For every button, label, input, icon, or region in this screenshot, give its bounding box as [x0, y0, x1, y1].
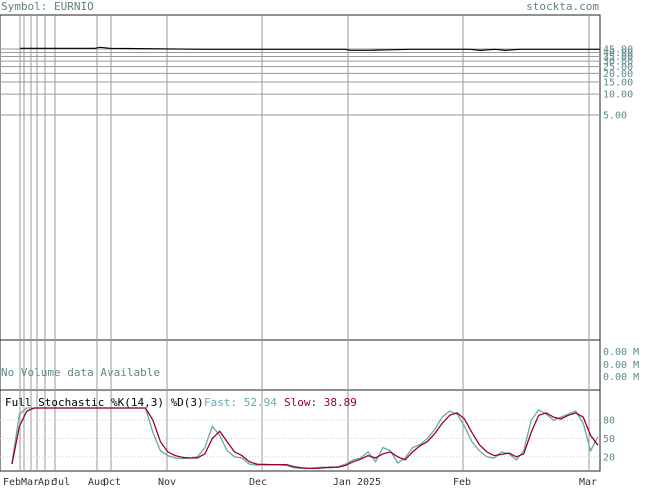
stoch-panel [0, 389, 601, 472]
brand-link[interactable]: stockta.com [526, 0, 599, 13]
price-tick-label: 45.00 [603, 45, 633, 56]
stoch-axis-labels: 80 50 20 [603, 416, 615, 464]
price-tick-label: 35.00 [603, 52, 633, 63]
stoch-tick-label: 20 [603, 452, 615, 463]
x-axis-label: Apr [38, 477, 56, 486]
stoch-tick-label: 50 [603, 434, 615, 445]
no-volume-message: No Volume data Available [1, 366, 160, 379]
price-tick-label: 30.00 [603, 57, 633, 68]
fast-label: Fast: 52.94 [204, 396, 277, 409]
stoch-gridlines [0, 419, 600, 458]
x-axis-label: Nov [158, 477, 176, 486]
x-axis-label: Jul [52, 477, 70, 486]
volume-tick-label: 0.00 M [603, 372, 639, 383]
price-tick-label: 40.00 [603, 48, 633, 59]
vertical-gridlines [19, 16, 590, 470]
volume-tick-label: 0.00 M [603, 347, 639, 358]
stoch-title: Full Stochastic %K(14,3) %D(3) [5, 396, 204, 409]
price-axis-labels: 45.0040.0035.0030.0025.0020.0015.0010.00… [603, 45, 633, 122]
volume-panel [0, 339, 601, 391]
price-tick-label: 20.00 [603, 69, 633, 80]
x-axis-label: Feb [3, 477, 21, 486]
price-tick-label: 15.00 [603, 78, 633, 89]
x-axis-label: Mar [21, 477, 39, 486]
price-panel [0, 14, 601, 341]
slow-label: Slow: 38.89 [284, 396, 357, 409]
x-axis-label: Dec [249, 477, 267, 486]
stoch-tick-label: 80 [603, 416, 615, 427]
volume-tick-label: 0.00 M [603, 360, 639, 371]
price-line [20, 46, 600, 51]
x-axis-label: Mar [579, 477, 597, 486]
x-axis-label: Oct [103, 477, 121, 486]
x-axis-label: Jan 2025 [333, 477, 381, 486]
x-axis-label: Aug [88, 477, 106, 486]
volume-axis-labels: 0.00 M0.00 M0.00 M [603, 347, 639, 383]
symbol-label: Symbol: EURNIO [1, 0, 94, 13]
x-axis-label: Feb [453, 477, 471, 486]
price-tick-label: 5.00 [603, 111, 627, 122]
price-tick-label: 10.00 [603, 90, 633, 101]
price-tick-label: 25.00 [603, 62, 633, 73]
stoch-slow-line [11, 407, 599, 470]
